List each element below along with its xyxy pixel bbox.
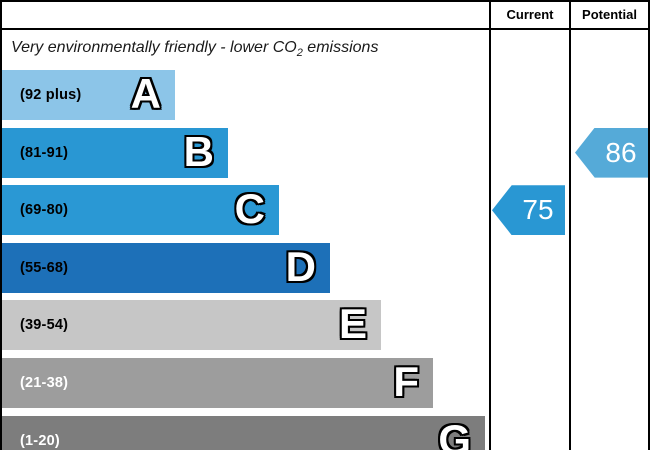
- rating-band-e: (39-54) E: [2, 300, 381, 351]
- current-column-divider: [489, 2, 491, 450]
- band-letter: C: [234, 185, 265, 233]
- band-range-label: (69-80): [20, 202, 69, 219]
- potential-column-header: Potential: [582, 7, 637, 22]
- band-letter: E: [338, 300, 367, 348]
- potential-rating-arrow: 86: [575, 127, 648, 178]
- band-range-label: (81-91): [20, 144, 69, 161]
- rating-band-d: (55-68) D: [2, 242, 330, 293]
- rating-band-c: (69-80) C: [2, 185, 279, 236]
- band-letter: G: [438, 415, 471, 450]
- chart-title: Very environmentally friendly - lower CO…: [11, 36, 378, 60]
- band-letter: A: [130, 70, 161, 118]
- band-letter: D: [285, 242, 316, 290]
- rating-band-a: (92 plus) A: [2, 70, 175, 120]
- current-rating-value: 75: [522, 194, 554, 226]
- header-divider: [2, 28, 648, 30]
- current-rating-arrow: 75: [492, 185, 565, 236]
- current-column-header: Current: [506, 7, 554, 22]
- band-range-label: (55-68): [20, 259, 69, 276]
- band-range-label: (92 plus): [20, 87, 82, 103]
- chart-title-suffix: emissions: [302, 39, 379, 56]
- potential-column-divider: [569, 2, 571, 450]
- rating-band-b: (81-91) B: [2, 127, 228, 178]
- potential-rating-value: 86: [605, 136, 637, 168]
- band-range-label: (21-38): [20, 375, 69, 391]
- rating-band-g: (1-20) G: [2, 415, 485, 450]
- band-letter: B: [183, 127, 214, 175]
- rating-band-f: (21-38) F: [2, 358, 433, 408]
- band-range-label: (39-54): [20, 317, 69, 334]
- chart-title-subscript: 2: [296, 47, 303, 60]
- chart-title-text: Very environmentally friendly - lower CO: [11, 39, 297, 56]
- band-range-label: (1-20): [20, 432, 60, 449]
- band-letter: F: [393, 358, 419, 406]
